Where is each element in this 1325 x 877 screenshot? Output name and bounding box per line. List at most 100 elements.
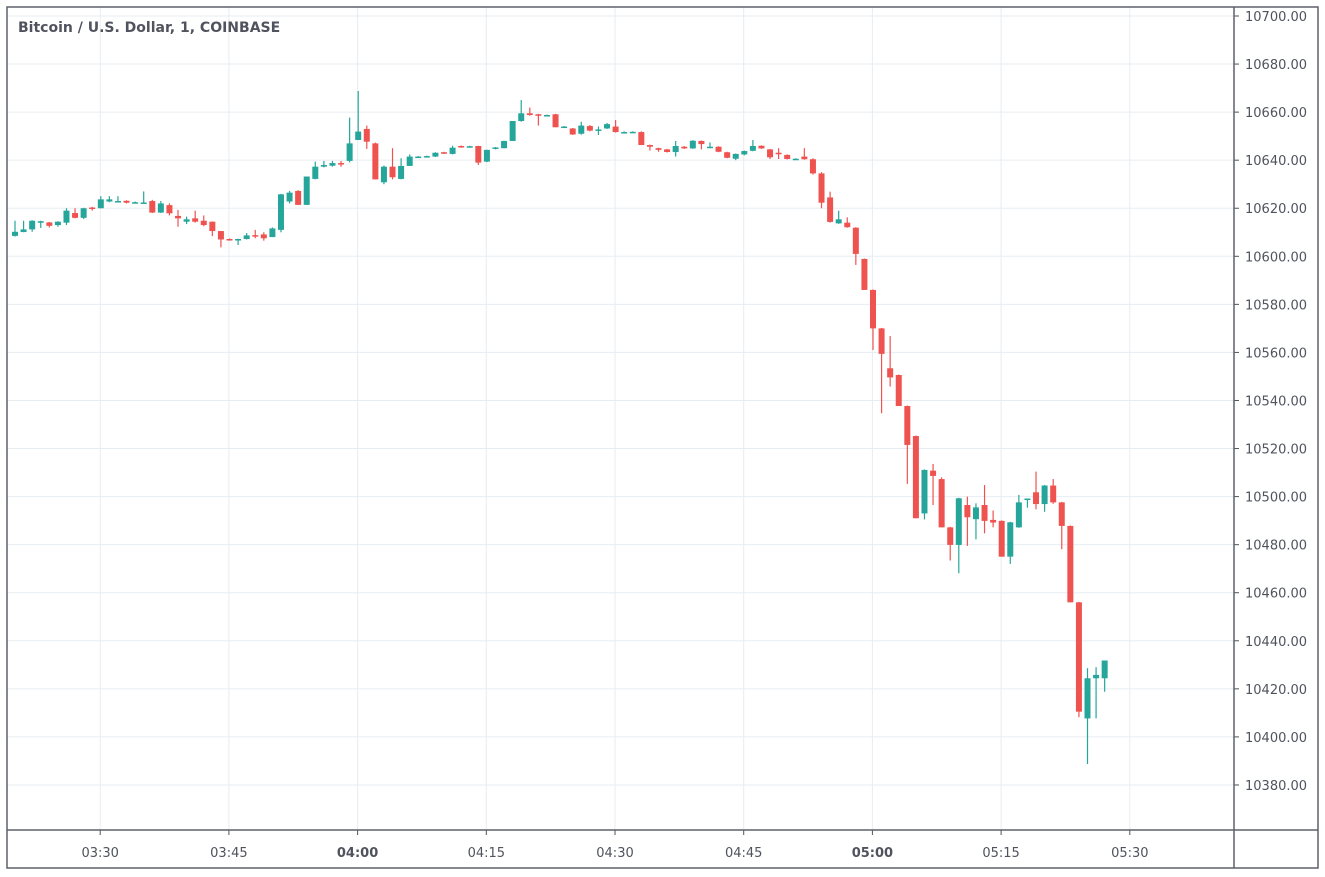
candle-down [586,126,593,131]
candle-down [569,128,576,135]
candle-down [72,213,79,218]
price-label: 10660.00 [1245,106,1307,121]
candle-down [767,149,774,158]
candle-down [852,227,859,254]
candle-down [363,128,370,142]
price-label: 10400.00 [1245,731,1307,746]
candle-up [1015,502,1022,528]
candle-down [226,238,233,241]
candle-up [37,221,44,223]
candle-up [54,221,61,226]
candle-up [501,140,508,149]
candle-down [861,258,868,290]
candle-up [449,147,456,154]
candle-down [758,145,765,149]
candle-up [1041,485,1048,505]
candle-up [621,132,628,134]
grid-lines [7,7,1234,830]
price-label: 10680.00 [1245,58,1307,73]
candle-down [638,132,645,146]
candle-down [260,234,267,239]
candle-down [338,163,345,165]
candle-up [415,156,422,159]
candle-down [784,154,791,159]
candle-down [295,190,302,205]
candle-down [389,166,396,178]
price-label: 10700.00 [1245,10,1307,25]
candle-up [672,146,679,153]
chart-border [6,6,1319,869]
price-label: 10620.00 [1245,202,1307,217]
candle-up [483,149,490,162]
time-label: 03:45 [210,846,247,861]
candle-down [930,470,937,476]
candle-up [12,231,18,236]
candle-up [380,166,387,183]
candle-down [149,201,156,213]
candle-up [595,129,602,131]
candle-up [1101,660,1108,679]
candle-down [655,148,662,150]
candle-up [355,131,362,140]
candle-up [303,176,310,205]
candle-down [904,406,911,445]
candle-down [801,156,808,160]
candle-up [63,210,70,223]
price-label: 10520.00 [1245,443,1307,458]
candle-up [578,125,585,134]
candle-down [175,215,182,219]
candle-up [1084,678,1091,719]
price-label: 10500.00 [1245,491,1307,506]
candle-up [140,202,147,204]
candle-down [895,375,902,407]
candle-up [286,192,293,202]
candles [12,90,1108,765]
price-label: 10420.00 [1245,683,1307,698]
price-label: 10460.00 [1245,587,1307,602]
time-label: 04:45 [725,846,762,861]
candle-up [97,199,104,209]
candle-down [878,328,885,354]
time-label: 05:30 [1111,846,1148,861]
price-label: 10580.00 [1245,298,1307,313]
candle-up [1007,522,1014,557]
candle-down [646,145,653,147]
candle-down [775,152,782,155]
candle-down [964,505,971,518]
candle-down [475,146,482,163]
candle-down [209,221,216,232]
candle-down [552,114,559,128]
price-label: 10560.00 [1245,346,1307,361]
candle-up [835,219,842,224]
candle-up [1093,674,1100,679]
candle-down [1075,602,1082,712]
price-label: 10380.00 [1245,779,1307,794]
candle-up [509,121,516,141]
candle-up [269,228,276,238]
candle-up [106,199,113,202]
chart-title: Bitcoin / U.S. Dollar, 1, COINBASE [18,20,281,36]
candle-up [320,164,327,167]
time-label: 05:00 [852,846,893,861]
candle-up [604,124,611,129]
candle-down [441,152,447,154]
candle-up [466,146,473,148]
candle-down [698,140,705,145]
candle-up [561,126,568,129]
candle-down [827,197,834,222]
candle-down [664,149,671,153]
candle-down [912,436,919,519]
candle-down [998,520,1005,557]
candle-down [818,173,825,203]
candle-down [938,479,945,528]
candle-up [80,208,87,218]
candle-down [715,146,722,152]
candle-down [724,152,731,158]
candle-up [543,115,550,117]
candle-up [792,158,799,161]
candle-down [458,146,465,148]
candle-up [689,140,696,149]
candle-down [990,519,997,523]
candle-up [972,507,979,520]
